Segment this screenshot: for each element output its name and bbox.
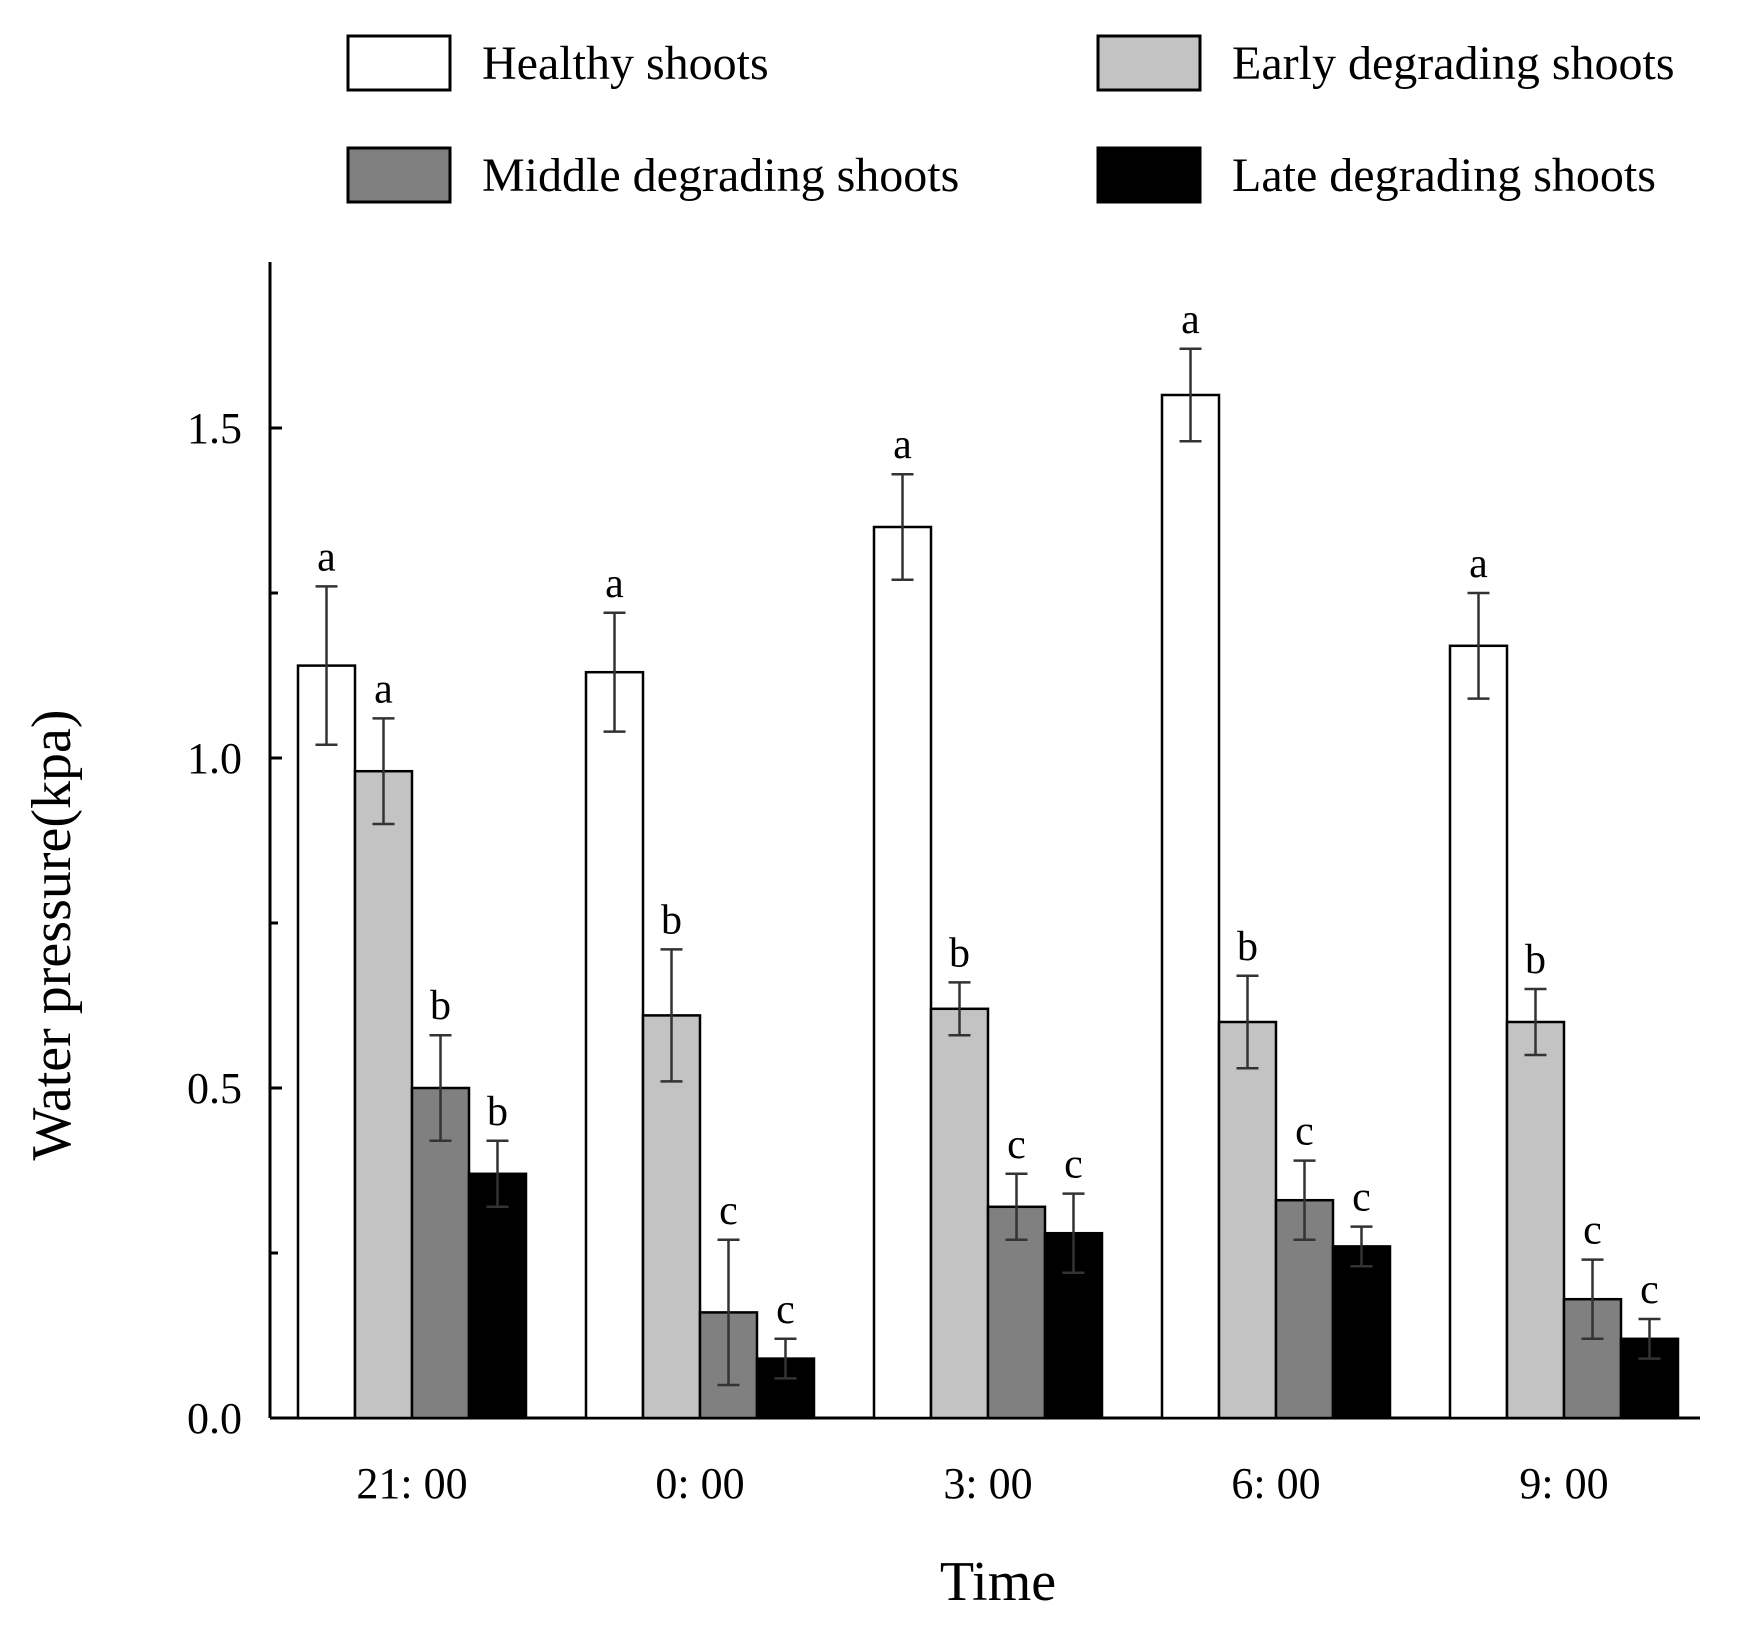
x-axis-title: Time: [940, 1551, 1056, 1613]
bar: [353, 769, 414, 1420]
x-tick-label: 9: 00: [1519, 1459, 1608, 1508]
significance-letter: a: [893, 422, 912, 468]
bar: [1619, 1337, 1680, 1420]
significance-letter: c: [1640, 1267, 1659, 1313]
bars: [296, 393, 1680, 1420]
legend-label: Middle degrading shoots: [482, 149, 959, 202]
error-bars: [315, 347, 1661, 1387]
axes: 0.00.51.01.5 21: 00 0: 00 3: 00 6: 00 9: 00 …: [21, 262, 1700, 1613]
significance-letter: c: [1064, 1142, 1083, 1188]
significance-letter: b: [487, 1089, 508, 1135]
bar: [467, 1172, 528, 1420]
y-tick-label: 1.0: [187, 734, 242, 783]
significance-letter: c: [1352, 1175, 1371, 1221]
significance-letter: b: [430, 983, 451, 1029]
bar: [1217, 1020, 1278, 1420]
y-axis-title: Water pressure(kpa): [21, 709, 83, 1160]
x-tick-label: 21: 00: [356, 1459, 467, 1508]
x-tick-label: 0: 00: [655, 1459, 744, 1508]
bar: [1331, 1245, 1392, 1420]
y-ticks: 0.0 0.5 1.0 1.5: [187, 404, 282, 1443]
significance-letter: a: [605, 561, 624, 607]
significance-letter: a: [317, 534, 336, 580]
y-tick-label: 1.5: [187, 404, 242, 453]
legend-swatch: [1096, 34, 1202, 92]
x-tick-label: 3: 00: [943, 1459, 1032, 1508]
x-tick-label: 6: 00: [1231, 1459, 1320, 1508]
significance-letter: c: [719, 1188, 738, 1234]
x-ticks: 21: 00 0: 00 3: 00 6: 00 9: 00: [356, 1459, 1608, 1508]
significance-letter: b: [949, 930, 970, 976]
significance-letter: b: [1237, 924, 1258, 970]
legend-swatch: [1096, 146, 1202, 204]
bar: [296, 664, 357, 1420]
legend-label: Early degrading shoots: [1232, 37, 1675, 90]
significance-letter: c: [776, 1287, 795, 1333]
bar: [872, 525, 933, 1420]
significance-letter: c: [1295, 1109, 1314, 1155]
significance-letter: b: [661, 897, 682, 943]
significance-letter: a: [1469, 541, 1488, 587]
legend-label: Late degrading shoots: [1232, 149, 1656, 202]
bar: [584, 670, 645, 1420]
legend-swatch: [346, 146, 452, 204]
significance-letter: a: [374, 666, 393, 712]
legend-swatch: [346, 34, 452, 92]
bar: [1448, 644, 1509, 1420]
bar: [1505, 1020, 1566, 1420]
y-tick-label: 0.5: [187, 1064, 242, 1113]
legend: Healthy shoots Early degrading shoots Midd…: [346, 34, 1675, 204]
significance-letter: b: [1525, 937, 1546, 983]
legend-label: Healthy shoots: [482, 37, 769, 90]
bar: [929, 1007, 990, 1420]
y-tick-label: 0.0: [187, 1394, 242, 1443]
significance-letter: c: [1583, 1208, 1602, 1254]
significance-letter: a: [1181, 297, 1200, 343]
bar: [1160, 393, 1221, 1420]
significance-letter: c: [1007, 1122, 1026, 1168]
